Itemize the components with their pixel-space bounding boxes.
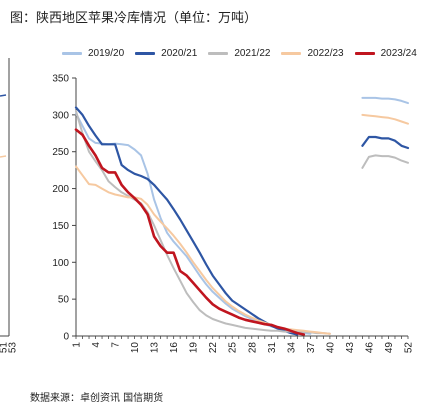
x-tick-label: 10 bbox=[130, 342, 141, 354]
x-tick-label: 7 bbox=[111, 342, 122, 348]
chart-axes: 0 50 100 150 200 250 300 350 1 4 7 10 13 16 19 22 25 28 31… bbox=[52, 74, 414, 354]
fragment-line-blue bbox=[0, 94, 7, 97]
chart-legend: 2019/20 2020/21 2021/22 2022/23 2023/24 bbox=[62, 44, 428, 62]
series-line-2020-21 bbox=[361, 135, 410, 150]
series-line-2019-20 bbox=[361, 96, 409, 105]
x-tick-label: 52 bbox=[404, 342, 415, 354]
y-tick-label: 300 bbox=[52, 110, 69, 121]
series-line-2022-23 bbox=[75, 165, 331, 335]
x-tick-label: 1 bbox=[72, 342, 83, 348]
y-tick-label: 150 bbox=[52, 221, 69, 232]
data-source-note: 数据来源：卓创资讯 国信期货 bbox=[30, 393, 164, 404]
legend-label-2021-22: 2021/22 bbox=[234, 47, 271, 59]
series-line-2023-24 bbox=[74, 128, 306, 336]
x-tick-label: 22 bbox=[208, 342, 219, 354]
x-tick-label: 40 bbox=[325, 342, 336, 354]
series-line-2021-22 bbox=[75, 110, 331, 335]
series-line-2021-22 bbox=[361, 154, 409, 169]
legend-swatch-2023-24 bbox=[354, 51, 375, 55]
x-tick-label: 13 bbox=[150, 342, 161, 354]
x-tick-label: 16 bbox=[169, 342, 180, 354]
legend-item-2023-24: 2023/24 bbox=[354, 47, 417, 59]
chart-title: 图：陕西地区苹果冷库情况（单位：万吨） bbox=[10, 11, 258, 26]
legend-swatch-2019-20 bbox=[62, 51, 82, 55]
y-tick-label: 200 bbox=[52, 184, 69, 195]
fragment-line-orange bbox=[0, 155, 7, 158]
y-tick-label: 50 bbox=[58, 295, 70, 306]
legend-swatch-2022-23 bbox=[281, 51, 302, 55]
legend-item-2022-23: 2022/23 bbox=[281, 47, 344, 59]
x-tick-label: 43 bbox=[345, 342, 356, 354]
fragment-x-tick-label: 53 bbox=[8, 342, 19, 354]
series-line-2022-23 bbox=[361, 113, 409, 125]
y-tick-label: 0 bbox=[63, 332, 69, 343]
series-line-2020-21 bbox=[74, 106, 299, 336]
x-tick-label: 19 bbox=[189, 342, 200, 354]
x-tick-label: 46 bbox=[364, 342, 375, 354]
fragment-x-tick-label: 51 bbox=[0, 342, 10, 354]
x-tick-label: 49 bbox=[384, 342, 395, 354]
legend-label-2020-21: 2020/21 bbox=[161, 47, 198, 59]
x-tick-label: 37 bbox=[306, 342, 317, 354]
legend-label-2019-20: 2019/20 bbox=[88, 47, 125, 59]
x-tick-label: 4 bbox=[91, 342, 102, 348]
legend-label-2022-23: 2022/23 bbox=[307, 47, 344, 59]
y-tick-label: 350 bbox=[52, 74, 69, 85]
x-tick-label: 28 bbox=[247, 342, 258, 354]
x-tick-label: 34 bbox=[286, 342, 297, 354]
legend-swatch-2020-21 bbox=[135, 51, 156, 55]
legend-item-2020-21: 2020/21 bbox=[135, 48, 197, 59]
legend-swatch-2021-22 bbox=[208, 51, 229, 55]
y-tick-label: 100 bbox=[52, 258, 69, 269]
x-tick-label: 25 bbox=[228, 342, 239, 354]
x-tick-label: 31 bbox=[267, 342, 278, 354]
y-tick-label: 250 bbox=[52, 147, 69, 158]
chart-series-lines bbox=[74, 96, 410, 336]
legend-item-2019-20: 2019/20 bbox=[62, 48, 124, 59]
legend-label-2023-24: 2023/24 bbox=[380, 47, 417, 59]
legend-item-2021-22: 2021/22 bbox=[208, 48, 270, 59]
